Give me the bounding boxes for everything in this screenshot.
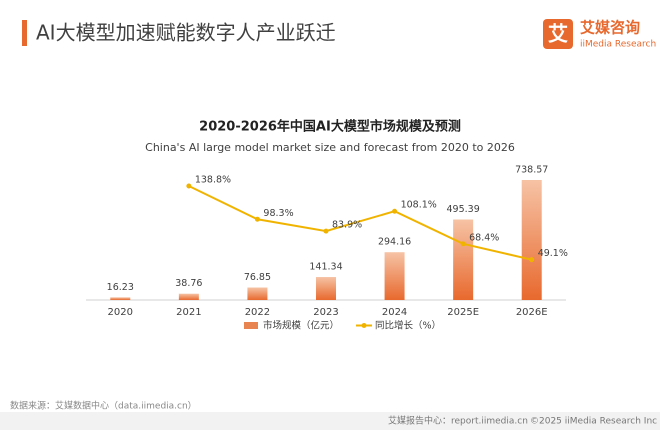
footer-copyright: ©2025 iiMedia Research Inc (530, 417, 657, 427)
page-title: AI大模型加速赋能数字人产业跃迁 (36, 21, 336, 45)
bar-label: 294.16 (378, 237, 411, 248)
bar (384, 252, 405, 300)
logo-icon-box (543, 19, 573, 49)
bar-label: 16.23 (107, 282, 134, 293)
line-point (529, 257, 535, 263)
logo-icon: 艾 (548, 22, 568, 46)
line-label: 138.8% (195, 175, 231, 186)
footer-report: 艾媒报告中心：report.iimedia.cn (388, 415, 528, 427)
bar (110, 297, 131, 300)
chart-title: 2020-2026年中国AI大模型市场规模及预测 (199, 119, 461, 135)
growth-line (188, 185, 532, 261)
bar-label: 141.34 (309, 262, 342, 273)
legend-label: 同比增长（%） (375, 320, 441, 332)
x-tick-label: 2020 (108, 307, 133, 318)
x-tick-label: 2023 (313, 307, 338, 318)
line-point (186, 183, 192, 189)
line-label: 98.3% (263, 208, 293, 219)
bar (178, 293, 199, 300)
legend-swatch-dot (361, 323, 367, 328)
logo-sub: iiMedia Research (580, 40, 656, 50)
source: 数据来源：艾媒数据中心（data.iimedia.cn） (10, 400, 197, 412)
bar-label: 38.76 (175, 278, 202, 289)
bar-label: 738.57 (515, 165, 548, 176)
bar-label: 495.39 (447, 204, 480, 215)
bar (247, 287, 268, 300)
x-tick-label: 2025E (447, 307, 479, 318)
line-label: 108.1% (401, 200, 437, 211)
bar-label: 76.85 (244, 272, 271, 283)
bar (316, 277, 336, 300)
x-tick-label: 2024 (382, 307, 407, 318)
line-point (323, 228, 329, 234)
footer-bar (0, 412, 660, 430)
line-point (460, 241, 466, 247)
line-point (254, 216, 260, 222)
line-label: 68.4% (469, 232, 499, 243)
bar (453, 219, 474, 300)
logo-name: 艾媒咨询 (580, 19, 640, 37)
title-accent (22, 20, 27, 46)
line-label: 83.9% (332, 220, 362, 231)
bar (521, 180, 542, 300)
x-tick-label: 2021 (176, 307, 201, 318)
legend-swatch (244, 322, 258, 329)
line-label: 49.1% (538, 248, 568, 259)
chart-subtitle: China's AI large model market size and f… (145, 141, 515, 154)
x-tick-label: 2022 (245, 307, 270, 318)
legend-label: 市场规模（亿元） (263, 320, 339, 332)
x-tick-label: 2026E (516, 307, 548, 318)
plot: 2020 2021 2022 2023 2024 2025E 2026E 16.23 38.76… (107, 165, 568, 332)
line-point (392, 208, 398, 214)
